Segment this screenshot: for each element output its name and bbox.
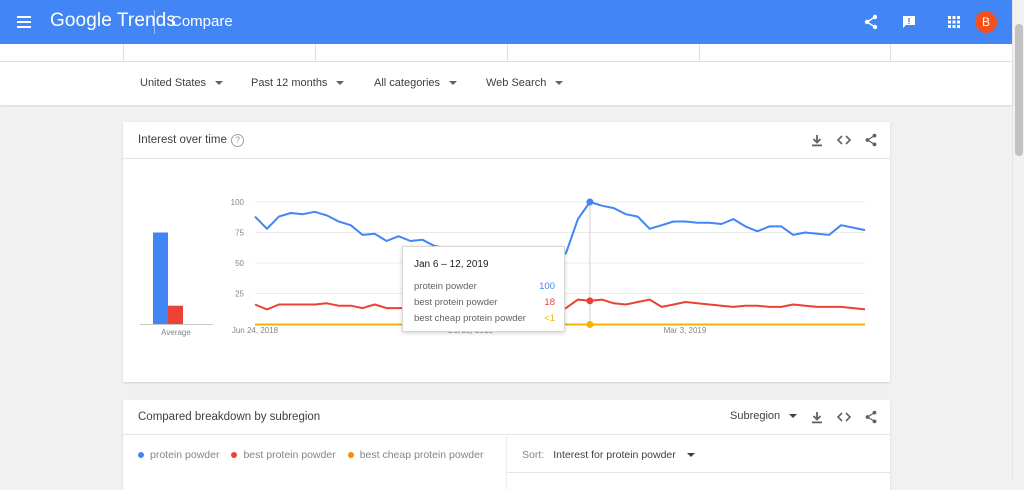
app-brand[interactable]: Google Trends	[50, 10, 176, 31]
chevron-down-icon	[336, 81, 345, 85]
appbar-divider	[154, 10, 155, 34]
term-separator	[507, 44, 508, 61]
chevron-down-icon	[449, 81, 458, 85]
tooltip-row: protein powder 100	[414, 281, 555, 292]
legend-label: protein powder	[150, 449, 220, 461]
hover-point	[586, 297, 594, 305]
subregion-breakdown-card: Compared breakdown by subregion Subregio…	[123, 400, 890, 490]
tooltip-series-value: 18	[544, 297, 555, 308]
card-title: Interest over time	[138, 134, 227, 146]
tooltip-series-name: best protein powder	[414, 297, 498, 308]
menu-icon[interactable]	[17, 16, 31, 28]
card-title: Compared breakdown by subregion	[138, 411, 321, 423]
search-terms-strip	[0, 44, 1012, 62]
region-filter-label: United States	[140, 77, 207, 89]
legend-item[interactable]: best protein powder	[231, 449, 336, 461]
tooltip-series-name: protein powder	[414, 281, 477, 292]
download-icon[interactable]	[809, 409, 825, 425]
term-separator	[890, 44, 891, 61]
sort-divider	[507, 472, 890, 473]
term-separator	[315, 44, 316, 61]
help-icon[interactable]: ?	[231, 134, 244, 147]
legend-label: best protein powder	[243, 449, 336, 461]
tooltip-date: Jan 6 – 12, 2019	[414, 259, 489, 270]
tooltip-row: best cheap protein powder <1	[414, 313, 555, 324]
average-label: Average	[161, 328, 191, 337]
x-tick-label: Mar 3, 2019	[664, 326, 707, 335]
search-type-filter[interactable]: Web Search	[486, 77, 564, 89]
legend-item[interactable]: protein powder	[138, 449, 219, 461]
tooltip-series-value: 100	[539, 281, 555, 292]
chevron-down-icon	[555, 81, 564, 85]
category-filter[interactable]: All categories	[374, 77, 458, 89]
term-separator	[123, 44, 124, 61]
share-icon[interactable]	[861, 12, 881, 32]
y-tick-label: 75	[235, 229, 244, 238]
average-bar	[168, 305, 183, 324]
feedback-icon[interactable]	[899, 12, 919, 32]
avatar[interactable]: B	[975, 11, 997, 33]
tooltip-series-value: <1	[544, 313, 555, 324]
time-filter[interactable]: Past 12 months	[251, 77, 345, 89]
download-icon[interactable]	[809, 132, 825, 148]
sort-label: Sort:	[522, 449, 545, 461]
subregion-select[interactable]: Subregion	[730, 410, 798, 422]
term-separator	[699, 44, 700, 61]
tooltip-row: best protein powder 18	[414, 297, 555, 308]
card-bottom	[123, 381, 890, 382]
filter-bar: United States Past 12 months All categor…	[0, 62, 1012, 105]
x-tick-label: Jun 24, 2018	[232, 326, 279, 335]
card-header-divider	[123, 158, 890, 159]
legend-item[interactable]: best cheap protein powder	[347, 449, 484, 461]
card-header-divider	[123, 434, 890, 435]
category-filter-label: All categories	[374, 77, 441, 89]
page-scrollbar[interactable]	[1012, 0, 1024, 481]
share-icon[interactable]	[863, 409, 879, 425]
y-tick-label: 25	[235, 290, 244, 299]
subregion-select-label: Subregion	[730, 410, 781, 422]
embed-icon[interactable]	[836, 132, 852, 148]
chevron-down-icon	[686, 453, 695, 457]
sort-value: Interest for protein powder	[553, 449, 676, 461]
scrollbar-thumb[interactable]	[1015, 24, 1023, 156]
page-title: Compare	[171, 13, 233, 30]
legend-dot	[347, 452, 354, 458]
legend-dot	[138, 452, 144, 458]
chevron-down-icon	[789, 414, 798, 418]
y-tick-label: 50	[235, 259, 244, 268]
chart-tooltip: Jan 6 – 12, 2019 protein powder 100 best…	[402, 246, 565, 332]
tooltip-series-name: best cheap protein powder	[414, 313, 526, 324]
average-bars	[140, 232, 213, 325]
hover-point	[586, 198, 594, 206]
region-filter[interactable]: United States	[140, 77, 224, 89]
breakdown-legend: protein powder best protein powder best …	[138, 449, 495, 461]
legend-dot	[231, 452, 238, 458]
chevron-down-icon	[215, 81, 224, 85]
column-divider	[506, 436, 507, 490]
hover-point	[586, 321, 594, 328]
share-icon[interactable]	[863, 132, 879, 148]
average-bar	[153, 232, 168, 324]
legend-label: best cheap protein powder	[359, 449, 484, 461]
embed-icon[interactable]	[836, 409, 852, 425]
y-tick-label: 100	[231, 198, 245, 207]
app-bar: Google Trends Compare B	[0, 0, 1012, 44]
apps-icon[interactable]	[944, 12, 964, 32]
time-filter-label: Past 12 months	[251, 77, 328, 89]
search-type-filter-label: Web Search	[486, 77, 547, 89]
sort-select[interactable]: Sort: Interest for protein powder	[522, 449, 695, 461]
